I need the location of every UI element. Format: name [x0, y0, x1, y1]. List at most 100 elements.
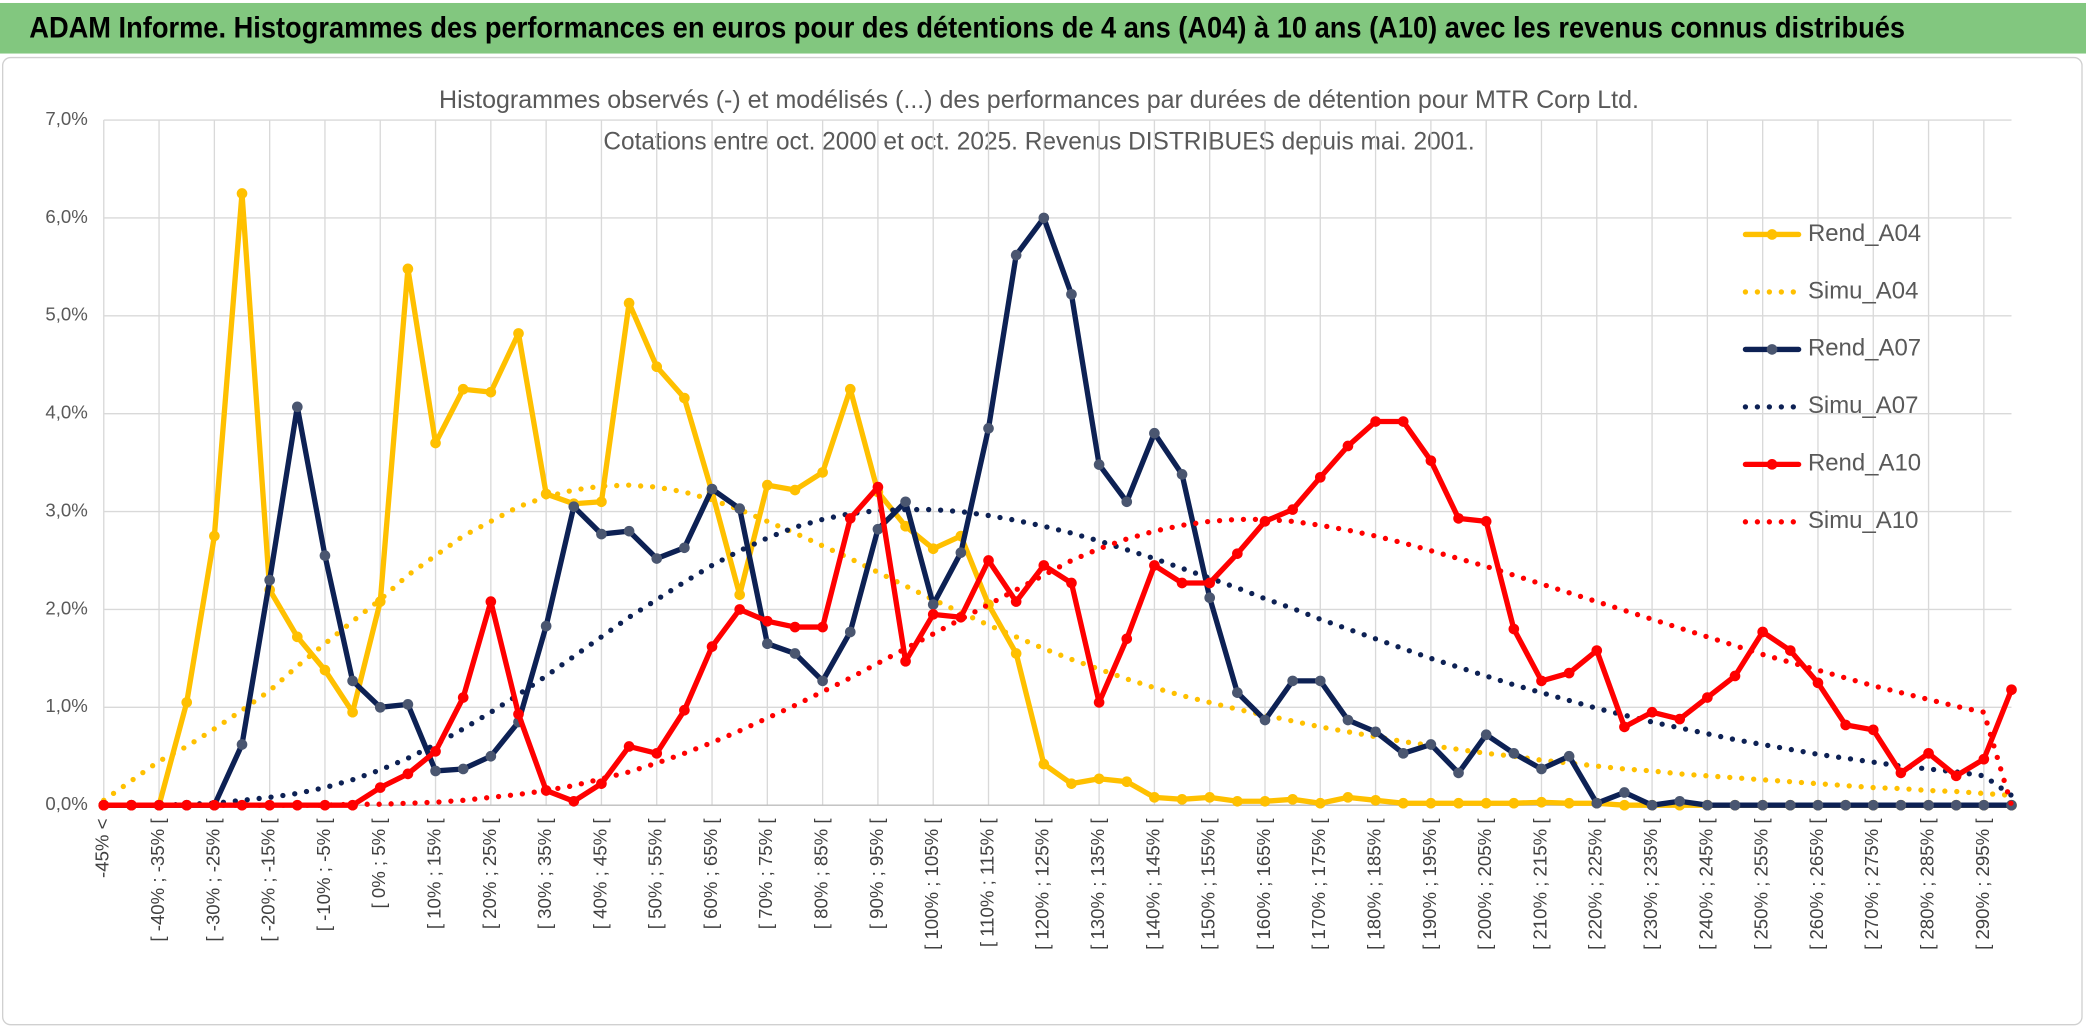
point	[1038, 758, 1050, 770]
point	[1204, 577, 1216, 589]
point	[126, 799, 137, 811]
point	[844, 383, 856, 395]
x-tick-label: [ 0% ; 5% [	[368, 818, 389, 909]
legend-marker	[1766, 229, 1778, 240]
point	[596, 496, 607, 508]
point	[291, 401, 303, 413]
y-tick-label: 5,0%	[45, 304, 87, 325]
x-tick-label: [ 50% ; 55% [	[645, 818, 666, 930]
point	[374, 701, 386, 713]
point	[1176, 577, 1188, 589]
point	[1425, 455, 1437, 466]
point	[1121, 776, 1133, 788]
point	[1508, 747, 1520, 759]
point	[347, 706, 358, 718]
point	[1066, 288, 1077, 300]
legend-label: Simu_A10	[1808, 507, 1918, 534]
point	[209, 530, 220, 542]
point	[374, 596, 386, 607]
point	[236, 188, 248, 199]
y-tick-label: 3,0%	[45, 499, 87, 520]
point	[402, 699, 414, 710]
model-line	[101, 482, 2015, 803]
x-tick-label: [ 100% ; 105% [	[921, 818, 942, 950]
point	[1149, 427, 1160, 439]
x-tick-label: [ 80% ; 85% [	[811, 818, 832, 930]
x-tick-label: [ 230% ; 235% [	[1640, 818, 1661, 950]
x-tick-label: [ 190% ; 195% [	[1419, 818, 1440, 950]
point	[651, 361, 663, 373]
point	[1010, 596, 1022, 607]
point	[1232, 687, 1243, 698]
point	[1480, 797, 1492, 809]
point	[1895, 767, 1907, 779]
x-tick-label: [ 280% ; 285% [	[1916, 818, 1937, 950]
point	[927, 543, 939, 555]
point	[1757, 799, 1768, 811]
point	[1508, 797, 1520, 809]
point	[817, 467, 828, 478]
x-tick-label: [ -10% ; -5% [	[313, 818, 334, 932]
point	[374, 782, 386, 793]
point	[1702, 692, 1713, 703]
point	[291, 631, 303, 643]
point	[762, 638, 773, 650]
point	[651, 747, 663, 759]
point	[319, 664, 331, 676]
chart-subtitle: Cotations entre oct. 2000 et oct. 2025. …	[603, 127, 1474, 155]
y-tick-label: 0,0%	[45, 793, 87, 814]
point	[1480, 516, 1492, 527]
point	[1370, 416, 1381, 427]
point	[1619, 721, 1630, 733]
x-tick-label: [ 130% ; 135% [	[1087, 818, 1108, 950]
point	[1453, 767, 1464, 779]
point	[927, 599, 939, 610]
point	[1784, 645, 1796, 656]
y-tick-label: 6,0%	[45, 206, 87, 227]
point	[1425, 739, 1437, 750]
y-tick-label: 4,0%	[45, 402, 87, 423]
point	[1204, 592, 1216, 604]
point	[1232, 795, 1243, 807]
point	[430, 765, 441, 777]
point	[430, 746, 441, 757]
header-title: ADAM Informe. Histogrammes des performan…	[29, 12, 1905, 44]
point	[1978, 753, 1990, 765]
x-tick-label: [ 120% ; 125% [	[1032, 818, 1053, 950]
chart-frame	[1, 56, 2083, 1026]
point	[706, 483, 718, 495]
point	[1370, 726, 1381, 738]
point	[485, 596, 497, 607]
legend-label: Simu_A07	[1808, 392, 1918, 419]
x-tick-label: [ 170% ; 175% [	[1308, 818, 1329, 950]
x-tick-label: [ 10% ; 15% [	[423, 818, 444, 930]
x-tick-label: [ -30% ; -25% [	[202, 818, 223, 942]
point	[1093, 773, 1105, 785]
point	[1314, 675, 1326, 687]
point	[1840, 719, 1851, 731]
point	[319, 550, 331, 561]
point	[734, 589, 745, 601]
legend-marker	[1766, 344, 1778, 355]
x-tick-label: [ 260% ; 265% [	[1806, 818, 1827, 950]
point	[1674, 795, 1686, 807]
model-line	[101, 516, 2015, 808]
point	[319, 799, 331, 811]
header-bar	[0, 2, 2086, 54]
point	[236, 799, 248, 811]
point	[1370, 794, 1381, 806]
point	[1314, 471, 1326, 483]
legend-label: Rend_A10	[1808, 450, 1921, 477]
point	[1093, 697, 1105, 708]
chart-title: Histogrammes observés (-) et modélisés (…	[439, 86, 1639, 114]
point	[1563, 667, 1575, 679]
point	[1867, 799, 1879, 811]
point	[2006, 684, 2017, 696]
point	[402, 768, 414, 780]
point	[623, 297, 635, 309]
point	[347, 675, 358, 687]
point	[679, 704, 690, 716]
x-tick-label: [ 90% ; 95% [	[866, 818, 887, 930]
point	[264, 574, 275, 586]
